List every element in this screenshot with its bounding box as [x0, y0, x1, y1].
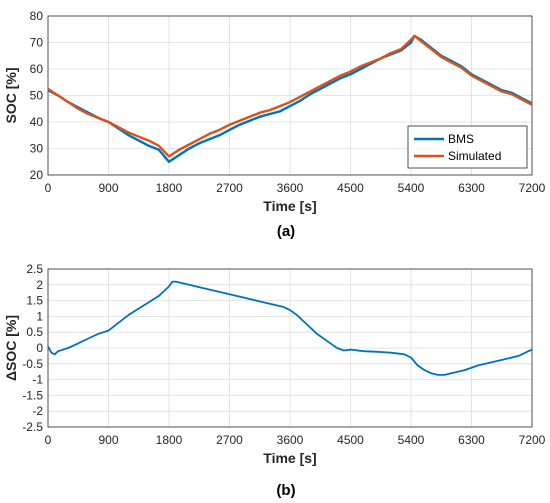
panel-b-chart: 0 900 1800 2700 3600 4500 5400 6300 7200 -2.5-2-…: [3, 262, 546, 499]
panel-a-x-tick-label: 1800: [156, 181, 183, 195]
panel-b-x-tick-label: 0: [45, 433, 52, 447]
panel-b-x-tick-label: 900: [98, 433, 118, 447]
panel-a-x-tick-label: 6300: [458, 181, 485, 195]
panel-b-x-tick-label: 4500: [337, 433, 364, 447]
panel-b-y-tick-label: 0.5: [26, 325, 43, 339]
panel-a-y-tick-label: 50: [30, 89, 44, 103]
panel-a-y-tick-label: 30: [30, 142, 44, 156]
panel-b-x-tick-label: 6300: [458, 433, 485, 447]
panel-b-y-tick-label: -1: [32, 373, 43, 387]
panel-b-y-axis-label: ΔSOC [%]: [3, 315, 19, 381]
panel-a-series: [47, 34, 533, 164]
panel-b-y-tick-label: 0: [36, 341, 43, 355]
panel-a-plot-area: [47, 15, 533, 176]
panel-a-series-line-simulated: [47, 34, 533, 158]
panel-a-x-tick-label: 5400: [398, 181, 425, 195]
panel-a-x-tick-labels: 0 900 1800 2700 3600 4500 5400 6300 7200: [45, 181, 546, 195]
panel-a-y-axis-label: SOC [%]: [3, 68, 19, 124]
panel-b-y-tick-labels: -2.5 -2 -1.5-1 -0.5 0 0.5 11.5 2 2.5: [22, 262, 43, 434]
panel-a-x-tick-label: 7200: [519, 181, 546, 195]
panel-a-y-tick-labels: 20 30 40 50 60 70 80: [30, 9, 44, 182]
panel-a-x-tick-label: 2700: [216, 181, 243, 195]
panel-b-y-tick-label: 1.5: [26, 294, 43, 308]
panel-a-y-tick-label: 40: [30, 115, 44, 129]
panel-b-x-tick-label: 7200: [519, 433, 546, 447]
panel-a-x-tick-label: 900: [98, 181, 118, 195]
legend-label-bms: BMS: [448, 132, 474, 146]
panel-b-x-tick-label: 2700: [216, 433, 243, 447]
panel-a-x-tick-label: 4500: [337, 181, 364, 195]
panel-b-label: (b): [276, 482, 295, 499]
panel-b-x-axis-label: Time [s]: [263, 450, 316, 466]
panel-b-grid: [48, 269, 532, 427]
panel-b-series-line-delta-soc: [47, 280, 533, 376]
panel-a-y-tick-label: 70: [30, 36, 44, 50]
panel-b-y-tick-label: 1: [36, 309, 43, 323]
panel-a-label: (a): [277, 223, 295, 240]
panel-a-series-line-bms: [47, 34, 533, 164]
panel-a-x-tick-label: 3600: [277, 181, 304, 195]
panel-b-y-tick-label: 2.5: [26, 262, 43, 276]
panel-b-y-tick-label: -2.5: [22, 420, 43, 434]
panel-b-x-tick-label: 5400: [398, 433, 425, 447]
panel-b-x-tick-label: 3600: [277, 433, 304, 447]
panel-b-y-tick-label: 2: [36, 278, 43, 292]
panel-a-x-tick-label: 0: [45, 181, 52, 195]
panel-a-y-tick-label: 20: [30, 168, 44, 182]
panel-a-chart: 0 900 1800 2700 3600 4500 5400 6300 7200 20 30 40 5…: [3, 9, 546, 240]
panel-a-y-tick-label: 60: [30, 62, 44, 76]
legend-label-simulated: Simulated: [448, 149, 501, 163]
panel-b-y-tick-label: -2: [32, 404, 43, 418]
panel-a-x-axis-label: Time [s]: [263, 198, 316, 214]
panel-b-series: [47, 280, 533, 376]
panel-b-y-tick-label: -1.5: [22, 388, 43, 402]
panel-b-x-tick-label: 1800: [156, 433, 183, 447]
panel-a-legend: BMS Simulated: [407, 125, 528, 169]
legend-box: [407, 125, 528, 169]
panel-b-x-tick-labels: 0 900 1800 2700 3600 4500 5400 6300 7200: [45, 433, 546, 447]
panel-a-y-tick-label: 80: [30, 9, 44, 23]
panel-b-y-tick-label: -0.5: [22, 357, 43, 371]
